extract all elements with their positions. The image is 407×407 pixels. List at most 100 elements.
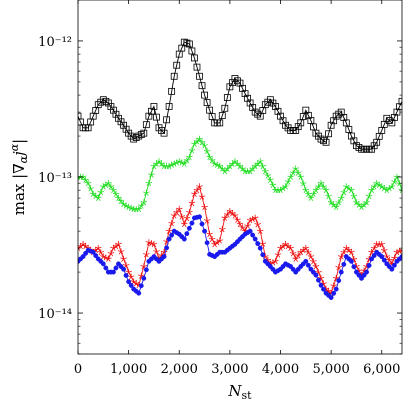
data-point-circle [369, 256, 375, 262]
data-point-square [142, 121, 150, 129]
data-point-square [185, 40, 193, 48]
data-point-circle [333, 286, 339, 292]
data-point-star [294, 252, 302, 259]
data-point-circle [143, 267, 149, 273]
data-point-star [307, 253, 315, 260]
x-tick-label: 4,000 [262, 362, 299, 377]
data-point-circle [166, 236, 172, 242]
data-point-circle [186, 225, 192, 231]
data-point-square [302, 106, 310, 114]
data-point-square [115, 114, 122, 122]
data-point-star [378, 241, 386, 248]
data-point-star [186, 209, 193, 216]
data-point-circle [341, 261, 347, 267]
data-point-circle [184, 231, 190, 237]
data-point-circle [389, 266, 395, 272]
data-point-circle [336, 278, 342, 284]
data-point-star [153, 248, 160, 255]
data-point-star [107, 250, 115, 257]
data-point-square [340, 114, 348, 121]
data-point-square [223, 94, 231, 101]
data-point-star [381, 247, 388, 254]
x-tick-label: 5,000 [313, 362, 350, 377]
series-0 [78, 38, 402, 153]
data-point-square [104, 99, 112, 107]
data-point-circle [123, 273, 129, 278]
data-point-square [320, 137, 327, 145]
data-point-star [236, 220, 244, 228]
data-point-star [140, 199, 148, 206]
data-point-circle [250, 232, 256, 238]
data-point-star [97, 249, 105, 256]
data-point-circle [316, 277, 321, 283]
data-point-star [145, 179, 153, 187]
data-point-circle [260, 252, 266, 258]
data-point-star [239, 224, 246, 231]
data-point-star [170, 212, 178, 219]
data-point-star [254, 221, 261, 228]
data-point-star [198, 193, 206, 200]
data-point-star [112, 190, 120, 198]
data-point-star [183, 214, 191, 222]
series-layer [78, 38, 402, 300]
data-point-star [302, 244, 310, 252]
data-point-star [175, 205, 183, 213]
data-point-star [300, 180, 307, 187]
data-point-star [221, 168, 229, 175]
data-point-star [391, 254, 398, 261]
x-tick-label: 1,000 [110, 362, 147, 377]
data-point-star [256, 158, 264, 165]
data-point-circle [169, 232, 175, 238]
data-point-circle [110, 269, 116, 275]
data-point-star [105, 179, 112, 187]
x-tick-label: 0 [74, 362, 82, 377]
data-point-square [239, 84, 246, 92]
series-1 [78, 135, 402, 213]
data-point-square [140, 129, 148, 137]
data-point-circle [255, 241, 261, 247]
data-point-circle [338, 269, 344, 275]
data-point-star [219, 226, 226, 233]
data-point-square [183, 39, 191, 47]
data-point-star [115, 194, 122, 201]
data-point-circle [359, 275, 364, 281]
data-point-star [206, 153, 213, 161]
data-point-circle [202, 228, 208, 234]
data-point-square [251, 108, 259, 116]
data-point-star [289, 250, 297, 257]
data-point-square [284, 124, 292, 132]
data-point-circle [356, 272, 362, 278]
data-point-star [256, 227, 264, 235]
data-point-square [198, 82, 206, 90]
data-point-star [335, 264, 342, 271]
data-point-circle [141, 275, 147, 281]
data-point-square [325, 130, 332, 138]
data-point-square [229, 79, 236, 87]
data-point-circle [161, 254, 167, 260]
data-point-circle [181, 236, 187, 242]
data-point-square [168, 87, 176, 95]
data-point-star [203, 217, 211, 224]
data-point-star [117, 197, 125, 205]
data-point-star [224, 211, 231, 218]
data-point-square [322, 138, 330, 146]
data-point-star [368, 186, 375, 194]
data-point-square [261, 101, 269, 109]
data-point-star [196, 183, 203, 190]
data-point-square [78, 112, 82, 120]
data-point-square [203, 99, 211, 107]
data-point-star [292, 255, 299, 262]
data-point-circle [391, 262, 397, 268]
data-point-square [332, 112, 340, 120]
data-point-star [181, 220, 188, 228]
data-point-square [274, 107, 282, 115]
data-point-star [168, 220, 175, 227]
data-point-star [370, 183, 378, 190]
data-point-square [102, 97, 110, 105]
data-point-star [294, 169, 302, 176]
series-3 [78, 214, 402, 300]
data-point-star [188, 199, 196, 207]
data-point-square [170, 72, 178, 80]
data-point-square [110, 106, 117, 114]
data-point-star [312, 186, 320, 194]
